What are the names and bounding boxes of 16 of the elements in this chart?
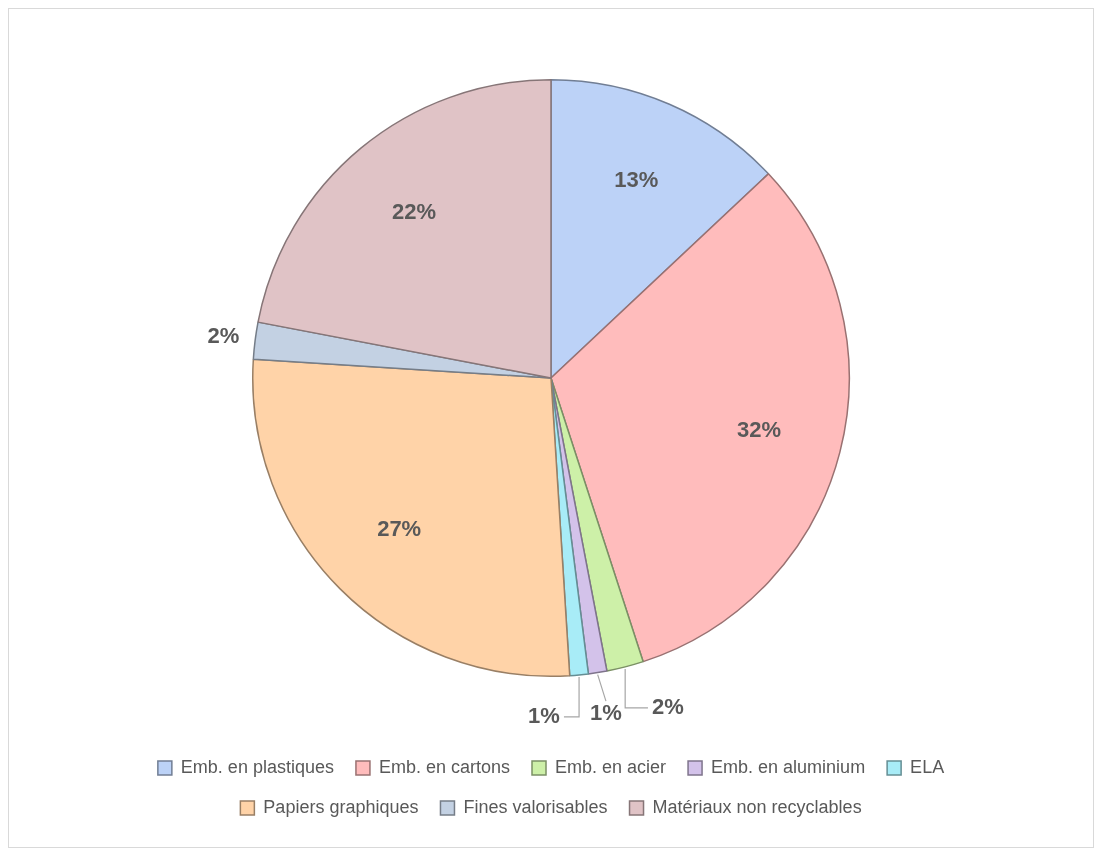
data-label: 2% — [207, 322, 240, 348]
legend-label: Matériaux non recyclables — [652, 796, 862, 817]
legend-label: ELA — [910, 756, 945, 777]
data-label: 22% — [392, 198, 437, 224]
data-label: 32% — [736, 417, 782, 443]
data-label: 27% — [377, 515, 422, 541]
legend-label: Papiers graphiques — [263, 796, 419, 817]
legend-label: Emb. en aluminium — [711, 756, 866, 777]
legend-label: Fines valorisables — [463, 796, 608, 817]
legend-label: Emb. en cartons — [378, 756, 511, 777]
data-label: 1% — [528, 702, 560, 728]
data-label: 13% — [614, 166, 659, 192]
data-label: 2% — [652, 693, 684, 719]
data-label: 1% — [590, 700, 622, 726]
legend-label: Emb. en acier — [555, 756, 667, 777]
legend-label: Emb. en plastiques — [180, 756, 334, 777]
